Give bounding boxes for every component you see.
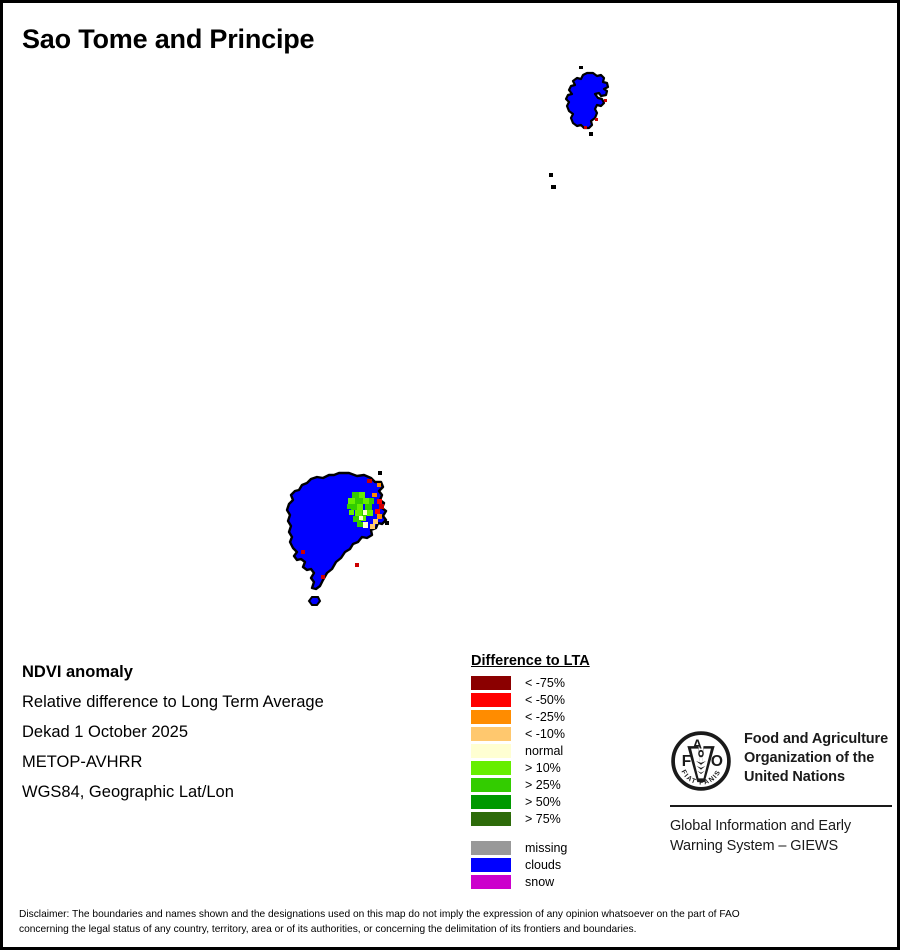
fao-organization-name: Food and Agriculture Organization of the… <box>744 730 888 787</box>
legend-item-lt-50[interactable]: < -50% <box>471 691 651 708</box>
page-title: Sao Tome and Principe <box>22 24 315 54</box>
legend-label-lt-25: < -25% <box>525 709 565 724</box>
legend-swatch-gt-75 <box>471 811 511 826</box>
offshore-pixel-northeast <box>378 471 382 475</box>
map-canvas[interactable] <box>3 3 897 643</box>
sao-tome-fill <box>285 471 388 591</box>
metadata-line-period: Dekad 1 October 2025 <box>22 723 189 741</box>
legend-label-gt-10: > 10% <box>525 760 561 775</box>
legend-item-gt-75[interactable]: > 75% <box>471 810 651 827</box>
legend-label-lt-75: < -75% <box>525 675 565 690</box>
islet-dot-north <box>579 66 583 69</box>
legend-item-normal[interactable]: normal <box>471 742 651 759</box>
metadata-line-ndvi-anomaly: NDVI anomaly <box>22 663 133 681</box>
islet-tinhosa-grande <box>549 173 553 177</box>
legend-swatch-snow <box>471 874 511 889</box>
legend-label-clouds: clouds <box>525 857 562 872</box>
islet-dot-principe-south <box>589 132 593 136</box>
fao-name-line-3: United Nations <box>744 769 845 785</box>
legend-item-missing[interactable]: missing <box>471 839 651 856</box>
fao-name-line-1: Food and Agriculture <box>744 731 889 747</box>
legend-swatch-lt-25 <box>471 709 511 724</box>
country-map-svg[interactable] <box>3 3 897 643</box>
fao-branding: F A O FIAT PANIS Food and Agriculture Or… <box>670 730 892 856</box>
islet-tinhosa-pequena <box>551 185 556 189</box>
metadata-line-projection: WGS84, Geographic Lat/Lon <box>22 783 234 801</box>
legend-label-gt-75: > 75% <box>525 811 561 826</box>
legend-label-missing: missing <box>525 840 568 855</box>
principe-pixel-anomaly-3 <box>584 126 587 129</box>
legend-item-gt-50[interactable]: > 50% <box>471 793 651 810</box>
legend-item-snow[interactable]: snow <box>471 873 651 890</box>
offshore-pixel-east <box>385 521 389 525</box>
ndvi-positive-patch <box>347 492 374 528</box>
principe-pixel-anomaly-2 <box>595 118 598 121</box>
disclaimer-line-2: concerning the legal status of any count… <box>19 923 637 935</box>
legend-swatch-gt-50 <box>471 794 511 809</box>
rolas-fill <box>307 596 322 606</box>
metadata-line-description: Relative difference to Long Term Average <box>22 693 324 711</box>
fao-emblem-icon: F A O FIAT PANIS <box>670 730 732 792</box>
principe-pixel-anomaly-1 <box>604 99 607 102</box>
legend-label-gt-50: > 50% <box>525 794 561 809</box>
legend-spacer <box>471 827 651 839</box>
legend-swatch-gt-10 <box>471 760 511 775</box>
legend-label-lt-50: < -50% <box>525 692 565 707</box>
legend-label-snow: snow <box>525 874 555 889</box>
svg-text:O: O <box>711 753 723 770</box>
legend-label-lt-10: < -10% <box>525 726 565 741</box>
giews-system-name: Global Information and Early Warning Sys… <box>670 816 892 856</box>
metadata-line-sensor: METOP-AVHRR <box>22 753 143 771</box>
legend-item-gt-25[interactable]: > 25% <box>471 776 651 793</box>
svg-text:F: F <box>682 753 691 770</box>
legend-swatch-normal <box>471 743 511 758</box>
island-principe[interactable] <box>564 71 610 130</box>
ndvi-negative-pixels <box>301 479 384 579</box>
legend-swatch-gt-25 <box>471 777 511 792</box>
giews-line-1: Global Information and Early <box>670 818 851 834</box>
principe-fill <box>564 71 610 130</box>
legend-label-normal: normal <box>525 743 564 758</box>
legend-item-clouds[interactable]: clouds <box>471 856 651 873</box>
legend-item-gt-10[interactable]: > 10% <box>471 759 651 776</box>
fao-emblem-svg: F A O FIAT PANIS <box>671 731 731 791</box>
legend-item-lt-75[interactable]: < -75% <box>471 674 651 691</box>
giews-line-2: Warning System – GIEWS <box>670 838 839 854</box>
svg-text:A: A <box>693 737 703 752</box>
legend-swatch-lt-50 <box>471 692 511 707</box>
disclaimer-line-1: Disclaimer: The boundaries and names sho… <box>19 909 740 920</box>
disclaimer: Disclaimer: The boundaries and names sho… <box>19 908 881 937</box>
fao-name-line-2: Organization of the <box>744 750 875 766</box>
legend-swatch-clouds <box>471 857 511 872</box>
map-legend: Difference to LTA < -75% < -50% < -25% <… <box>471 653 651 890</box>
legend-swatch-missing <box>471 840 511 855</box>
island-sao-tome[interactable] <box>285 471 389 591</box>
legend-title: Difference to LTA <box>471 653 590 669</box>
legend-swatch-lt-10 <box>471 726 511 741</box>
island-ilheu-das-rolas[interactable] <box>307 596 322 606</box>
fao-divider <box>670 805 892 807</box>
map-metadata: NDVI anomaly Relative difference to Long… <box>22 657 442 807</box>
legend-item-lt-25[interactable]: < -25% <box>471 708 651 725</box>
fao-logo-row: F A O FIAT PANIS Food and Agriculture Or… <box>670 730 892 792</box>
legend-label-gt-25: > 25% <box>525 777 561 792</box>
legend-swatch-lt-75 <box>471 675 511 690</box>
legend-item-lt-10[interactable]: < -10% <box>471 725 651 742</box>
